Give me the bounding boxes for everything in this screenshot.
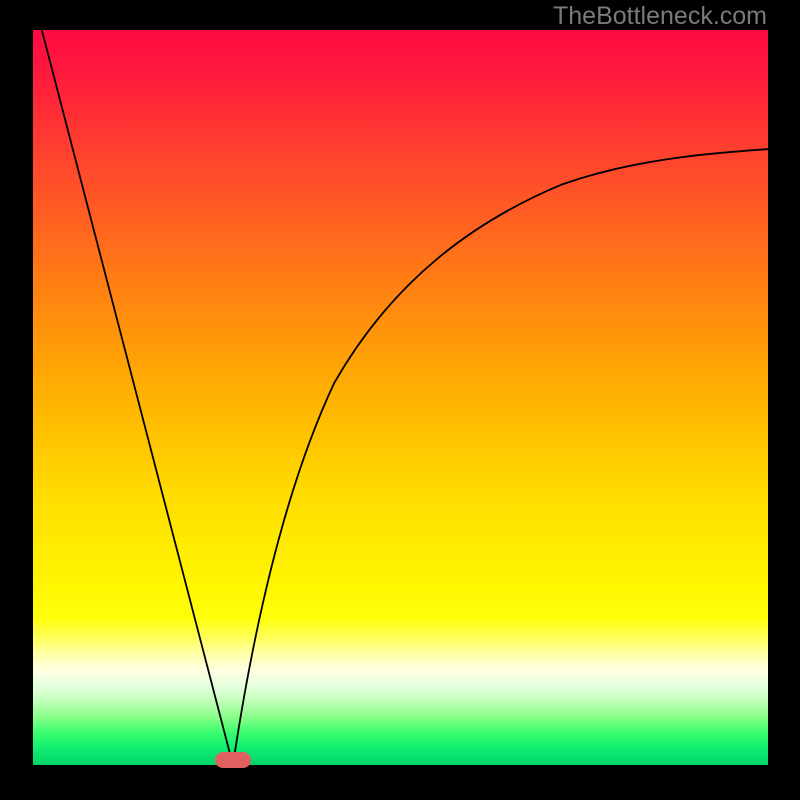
gradient-background [33,30,768,765]
watermark-text: TheBottleneck.com [553,2,767,31]
chart-stage: TheBottleneck.com [0,0,800,800]
plot-frame [33,30,768,765]
optimum-marker [215,752,250,768]
